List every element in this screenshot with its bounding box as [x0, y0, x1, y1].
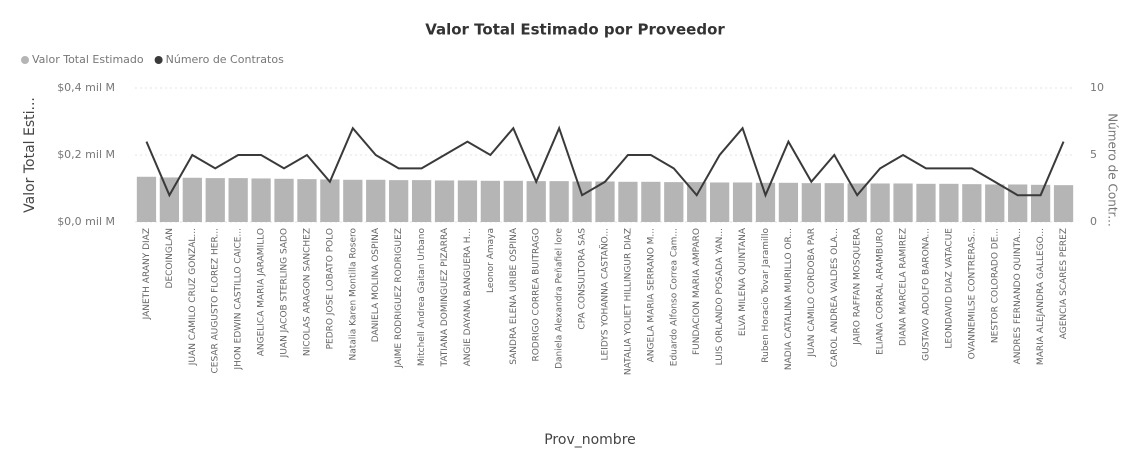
x-tick-label: LEIDYS YOHANNA CASTAÑO...	[600, 228, 611, 361]
x-tick-label: JUAN JACOB STERLING SADO	[280, 228, 290, 358]
chart-title: Valor Total Estimado por Proveedor	[425, 21, 725, 39]
x-tick-label: NADIA CATALINA MURILLO OR...	[784, 228, 794, 370]
x-tick-label: CESAR AUGUSTO FLOREZ HER...	[211, 228, 221, 373]
bar	[962, 184, 982, 222]
bar	[251, 178, 271, 222]
legend-marker	[154, 56, 163, 64]
bar	[801, 183, 821, 222]
x-tick-label: NATALIA YOLIET HILLINGUR DIAZ	[623, 228, 633, 375]
bar	[618, 181, 638, 222]
bar	[1053, 185, 1074, 222]
x-tick-label: NICOLAS ARAGON SANCHEZ	[302, 228, 312, 356]
bar	[434, 180, 455, 222]
x-tick-label: DECOINGLAN	[165, 228, 175, 288]
bar	[526, 181, 546, 222]
bar	[366, 179, 386, 222]
x-tick-label: JHON EDWIN CASTILLO CAICE...	[234, 228, 244, 370]
y2-axis-label: Número de Contr...	[1106, 113, 1120, 227]
x-tick-label: DIANA MARCELA RAMIREZ	[899, 228, 909, 346]
bar	[389, 180, 409, 222]
y2-tick-label: 10	[1090, 81, 1104, 94]
bar	[778, 182, 799, 222]
x-tick-label: JUAN CAMILO CORDOBA PAR	[807, 228, 817, 358]
bar	[411, 180, 432, 222]
x-tick-label: PEDRO JOSE LOBATO POLO	[325, 228, 335, 349]
bar	[1030, 184, 1051, 222]
x-tick-label: AGENCIA SCARES PEREZ	[1059, 228, 1069, 339]
x-tick-label: RODRIGO CORREA BUITRAGO	[532, 228, 542, 362]
bar	[687, 182, 707, 222]
x-tick-label: Mitchell Andrea Gaitan Urbano	[417, 228, 427, 367]
y-tick-label: $0,0 mil M	[57, 215, 115, 228]
bar	[710, 182, 730, 222]
y2-tick-label: 5	[1090, 148, 1097, 161]
bar	[274, 178, 294, 222]
x-tick-label: Eduardo Alfonso Correa Cam...	[669, 228, 679, 366]
x-tick-label: LEONDAVID DIAZ VATACUE	[944, 228, 954, 349]
x-tick-label: GUSTAVO ADOLFO BARONA...	[921, 228, 931, 361]
bar	[664, 182, 684, 222]
bar	[297, 179, 317, 222]
x-tick-label: DANIELA MOLINA OSPINA	[371, 227, 381, 342]
bar	[480, 180, 500, 222]
bar	[824, 183, 844, 222]
x-tick-label: JAIRO RAFFAN MOSQUERA	[853, 227, 863, 346]
x-tick-label: Ruben Horacio Tovar Jaramillo	[761, 228, 771, 363]
bar	[847, 183, 867, 222]
bar	[755, 182, 776, 222]
bar	[182, 177, 202, 222]
x-tick-label: CPA CONSULTORA SAS	[578, 228, 588, 330]
legend-label: Número de Contratos	[166, 53, 284, 66]
bar	[572, 181, 592, 222]
bar	[985, 184, 1005, 222]
x-tick-label: LUIS ORLANDO POSADA YAN...	[715, 228, 725, 365]
bar	[870, 183, 890, 222]
bar	[595, 181, 615, 222]
x-tick-label: TATIANA DOMINGUEZ PIZARRA	[440, 227, 450, 367]
x-tick-label: ANGELA MARIA SERRANO M...	[646, 228, 656, 362]
x-tick-label: ANDRES FERNANDO QUINTA...	[1013, 228, 1023, 364]
bar	[939, 183, 959, 222]
x-tick-label: JAIME RODRIGUEZ RODRIGUEZ	[394, 228, 404, 369]
bar	[136, 176, 157, 222]
x-tick-label: ANGIE DAYANA BANGUERA H...	[463, 228, 473, 366]
x-tick-label: Leonor Amaya	[486, 228, 496, 293]
bar	[503, 180, 523, 222]
x-tick-label: ANGELICA MARIA JARAMILLO	[257, 228, 267, 356]
x-tick-label: OVANNEMILSE CONTRERAS...	[967, 228, 977, 359]
x-tick-label: ELVA MILENA QUINTANA	[738, 227, 748, 336]
legend-label: Valor Total Estimado	[32, 53, 144, 66]
x-tick-label: Daniela Alexandra Peñafiel lore	[555, 228, 565, 369]
y2-tick-label: 0	[1090, 215, 1097, 228]
bar	[893, 183, 913, 222]
x-tick-label: JANETH ARANY DIAZ	[142, 228, 152, 320]
legend-marker	[21, 56, 29, 64]
bar	[320, 179, 340, 222]
x-tick-label: NESTOR COLORADO DE...	[990, 228, 1000, 343]
bar	[457, 180, 478, 222]
bar	[641, 181, 661, 222]
y-tick-label: $0,2 mil M	[57, 148, 115, 161]
x-tick-label: ELIANA CORRAL ARAMBURO	[876, 228, 886, 355]
line	[145, 125, 1065, 198]
x-axis-label: Prov_nombre	[544, 432, 636, 448]
y-tick-label: $0,4 mil M	[57, 81, 115, 94]
x-tick-label: MARIA ALEJANDRA GALLEGO...	[1036, 228, 1046, 365]
bar	[343, 179, 363, 222]
bar	[916, 183, 936, 222]
y-axis-label: Valor Total Esti...	[22, 97, 38, 213]
x-tick-label: Natalia Karen Montilla Rosero	[348, 228, 358, 361]
x-tick-label: FUNDACION MARIA AMPARO	[692, 228, 702, 355]
bar	[205, 178, 225, 222]
x-tick-label: JUAN CAMILO CRUZ GONZAL...	[188, 228, 198, 366]
x-tick-label: CAROL ANDREA VALDES OLA...	[830, 228, 840, 367]
bar	[1008, 184, 1028, 222]
x-tick-label: SANDRA ELENA URIBE OSPINA	[509, 227, 519, 365]
bar	[549, 181, 569, 222]
bar	[228, 178, 248, 222]
bar	[732, 182, 753, 222]
